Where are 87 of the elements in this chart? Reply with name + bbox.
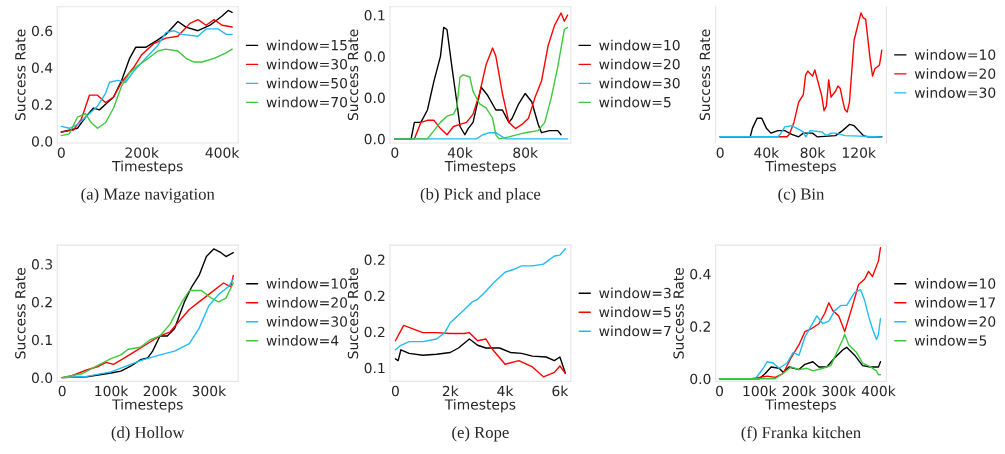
x-tick-label: 80k — [800, 147, 826, 158]
x-tick-label: 0 — [716, 147, 724, 158]
y-tick-label: 0.0 — [364, 51, 385, 62]
legend-label: window=10 — [266, 278, 348, 289]
y-tick-label: 0.0 — [690, 373, 711, 385]
text: (c) Bin — [778, 187, 825, 204]
y-axis-title: Success Rate — [347, 267, 359, 359]
legend-label: window=5 — [914, 335, 987, 346]
legend-label: window=70 — [266, 96, 348, 108]
y-tick-label: 0.4 — [31, 62, 53, 74]
x-tick-label: 200k — [125, 147, 159, 158]
y-tick-label: 0.2 — [31, 99, 52, 110]
x-axis-title: Timesteps — [444, 160, 516, 175]
legend-label: window=30 — [266, 316, 348, 327]
x-axis-title: Timesteps — [444, 398, 516, 413]
y-tick-label: 0.2 — [690, 321, 710, 332]
x-tick-label: 4k — [497, 385, 514, 397]
x-tick-label: 0 — [58, 385, 66, 397]
line-series — [394, 338, 567, 374]
legend-label: window=50 — [266, 77, 348, 89]
x-tick-label: 0 — [716, 385, 724, 397]
x-tick-label: 0 — [391, 147, 399, 158]
text: (e) Rope — [452, 426, 509, 442]
y-axis-title: Success Rate — [673, 267, 684, 359]
x-axis-title: Timesteps — [765, 160, 836, 175]
legend-label: window=30 — [266, 58, 348, 70]
legend-label: window=3 — [599, 287, 671, 299]
x-tick-label: 6k — [552, 385, 569, 397]
line-series — [718, 333, 882, 380]
x-axis-title: Timesteps — [765, 398, 836, 413]
x-axis-title: Timesteps — [112, 398, 183, 413]
legend-label: window=10 — [914, 49, 996, 60]
y-axis-title: Success Rate — [699, 29, 711, 121]
legend-label: window=30 — [599, 77, 680, 89]
legend-label: window=10 — [914, 278, 996, 289]
y-tick-label: 0.1 — [364, 362, 385, 374]
x-tick-label: 400k — [205, 147, 240, 158]
line-series — [394, 248, 567, 351]
y-tick-label: 0.0 — [31, 136, 53, 147]
line-series — [60, 48, 233, 137]
y-tick-label: 0.0 — [364, 133, 385, 145]
y-tick-label: 0.1 — [364, 10, 385, 21]
x-tick-label: 80k — [513, 147, 539, 158]
legend-label: window=17 — [914, 297, 996, 308]
legend-label: window=5 — [599, 306, 671, 318]
legend-label: window=20 — [914, 316, 996, 327]
text: (f) Franka kitchen — [741, 426, 861, 442]
text: (d) Hollow — [111, 426, 185, 442]
y-tick-label: 0.2 — [364, 290, 385, 302]
y-tick-label: 0.4 — [690, 268, 711, 280]
x-tick-label: 0 — [391, 385, 399, 397]
x-tick-label: 40k — [447, 147, 473, 158]
y-tick-label: 0.0 — [364, 92, 385, 104]
x-tick-label: 300k — [822, 385, 856, 397]
y-tick-label: 0.3 — [31, 259, 53, 270]
x-tick-label: 40k — [754, 147, 780, 158]
text: (a) Maze navigation — [81, 187, 215, 204]
text: (b) Pick and place — [420, 187, 541, 204]
legend-label: window=20 — [914, 68, 996, 79]
legend-label: window=10 — [599, 39, 680, 51]
y-tick-label: 0.0 — [31, 372, 53, 384]
y-axis-title: Success Rate — [347, 29, 359, 121]
x-tick-label: 200k — [782, 385, 817, 397]
legend-label: window=15 — [266, 39, 347, 51]
y-tick-label: 0.2 — [364, 326, 385, 338]
x-axis-title: Timesteps — [112, 160, 183, 175]
x-tick-label: 120k — [842, 147, 876, 158]
x-tick-label: 300k — [192, 385, 227, 397]
y-axis-title: Success Rate — [15, 267, 26, 359]
legend-label: window=20 — [599, 58, 680, 70]
y-tick-label: 0.6 — [31, 25, 53, 37]
x-tick-label: 0 — [57, 147, 65, 158]
legend-label: window=7 — [599, 325, 671, 337]
y-tick-label: 0.2 — [31, 296, 52, 308]
x-tick-label: 100k — [95, 385, 129, 397]
legend-label: window=20 — [266, 297, 348, 308]
x-tick-label: 400k — [861, 385, 896, 397]
legend-label: window=4 — [266, 335, 339, 346]
x-tick-label: 200k — [143, 385, 178, 397]
legend-label: window=5 — [599, 96, 671, 108]
y-axis-title: Success Rate — [15, 29, 26, 121]
y-tick-label: 0.1 — [31, 334, 52, 346]
legend-label: window=30 — [914, 87, 996, 98]
y-tick-label: 0.2 — [364, 254, 385, 266]
x-tick-label: 2k — [442, 385, 459, 397]
line-series — [394, 324, 567, 378]
x-tick-label: 100k — [743, 385, 777, 397]
